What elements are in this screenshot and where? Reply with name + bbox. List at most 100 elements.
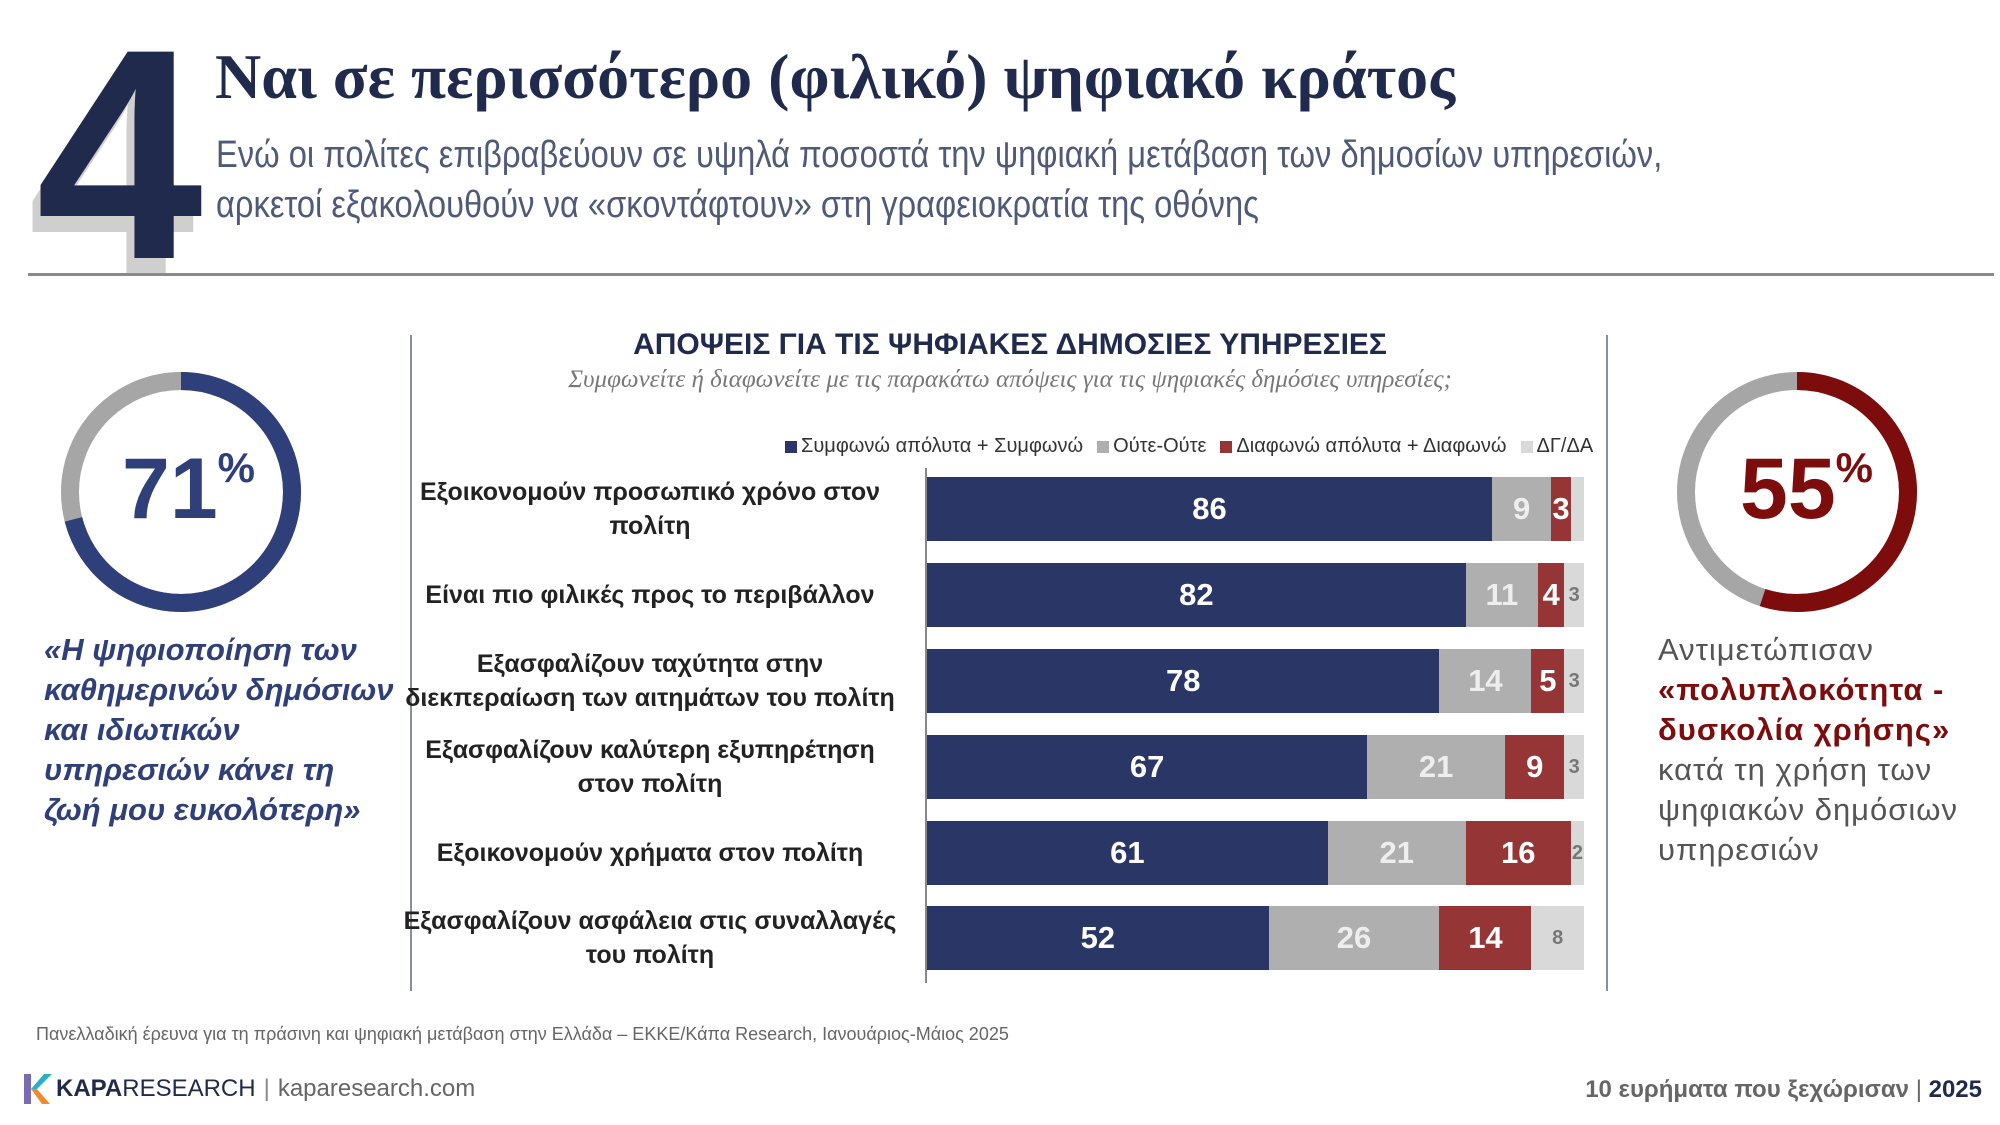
data-label: 21 <box>1379 835 1414 870</box>
data-label: 52 <box>1080 920 1116 955</box>
bar-segment: 4 <box>1538 563 1565 627</box>
bar-segment: 16 <box>1465 821 1571 885</box>
legend-label: Ούτε-Ούτε <box>1113 435 1207 457</box>
category-label: Εξοικονομούν χρήματα στον πολίτη <box>436 839 864 867</box>
bar-segment: 14 <box>1439 906 1532 970</box>
bar-segment: 9 <box>1492 477 1552 541</box>
category-label: Εξασφαλίζουν ταχύτητα στην διεκπεραίωση … <box>405 650 895 712</box>
footer-tagline: 10 ευρήματα που ξεχώρισαν | 2025 <box>1585 1076 1982 1103</box>
data-label: 61 <box>1110 835 1145 870</box>
legend-label: ΔΓ/ΔΑ <box>1536 435 1594 457</box>
page-subtitle: Ενώ οι πολίτες επιβραβεύουν σε υψηλά ποσ… <box>216 134 1663 226</box>
legend-item: ΔΓ/ΔΑ <box>1520 435 1594 458</box>
bar-segment: 3 <box>1564 649 1584 713</box>
data-label: 26 <box>1336 920 1372 955</box>
bar-segment: 86 <box>927 477 1493 541</box>
bar-segment: 52 <box>927 906 1269 970</box>
brand-bold: KAPA <box>56 1075 123 1102</box>
bar-segment: 21 <box>1367 735 1506 799</box>
year: 2025 <box>1928 1076 1982 1103</box>
bar-segment: 67 <box>927 735 1368 799</box>
bar-segment: 3 <box>1564 563 1584 627</box>
section-number: 4 <box>36 0 203 322</box>
header-divider <box>28 273 1994 276</box>
data-label: 5 <box>1539 663 1557 698</box>
bar-segment: 8 <box>1531 906 1584 970</box>
bar-segment: 82 <box>927 563 1466 627</box>
left-donut <box>61 372 301 612</box>
desc-before: Αντιμετώπισαν <box>1658 632 1874 667</box>
data-label: 3 <box>1568 755 1580 778</box>
right-divider <box>1606 335 1608 991</box>
page-title: Ναι σε περισσότερο (φιλικό) ψηφιακό κράτ… <box>215 41 1456 112</box>
legend-swatch <box>1520 440 1533 453</box>
data-label: 16 <box>1501 835 1536 870</box>
category-label: Είναι πιο φιλικές προς το περιβάλλον <box>425 581 875 609</box>
data-label: 4 <box>1542 577 1560 612</box>
bar-segment: 3 <box>1551 477 1571 541</box>
bar-segment <box>1570 477 1584 541</box>
legend-item: Διαφωνώ απόλυτα + Διαφωνώ <box>1220 435 1507 458</box>
brand-regular: RESEARCH <box>122 1075 256 1102</box>
chart-title: ΑΠΟΨΕΙΣ ΓΙΑ ΤΙΣ ΨΗΦΙΑΚΕΣ ΔΗΜΟΣΙΕΣ ΥΠΗΡΕΣ… <box>633 328 1387 361</box>
data-label: 8 <box>1552 926 1564 949</box>
data-label: 86 <box>1192 491 1227 526</box>
data-label: 9 <box>1512 491 1531 526</box>
left-quote: «Η ψηφιοποίηση των καθημερινών δημόσιων … <box>44 632 394 827</box>
kapa-k-icon <box>24 1074 52 1104</box>
bar-segment: 11 <box>1465 563 1538 627</box>
category-label: Εξασφαλίζουν καλύτερη εξυπηρέτηση στον π… <box>425 736 875 798</box>
bar-segment: 9 <box>1505 735 1565 799</box>
right-donut <box>1677 372 1917 612</box>
chart-axis <box>925 468 927 983</box>
donut-value-arc <box>61 372 301 612</box>
legend-label: Διαφωνώ απόλυτα + Διαφωνώ <box>1236 435 1507 457</box>
data-label: 82 <box>1179 577 1214 612</box>
data-label: 14 <box>1468 663 1503 698</box>
data-label: 3 <box>1568 583 1580 606</box>
donut-value-arc <box>1677 372 1917 612</box>
stat-number: 71 <box>122 441 218 537</box>
chart-legend: Συμφωνώ απόλυτα + Συμφωνώ Ούτε-Ούτε Διαφων… <box>785 435 1593 458</box>
legend-item: Ούτε-Ούτε <box>1097 435 1206 458</box>
legend-label: Συμφωνώ απόλυτα + Συμφωνώ <box>801 435 1084 457</box>
stat-unit: % <box>217 444 256 491</box>
bar-segment: 21 <box>1327 821 1466 885</box>
desc-highlight: «πολυπλοκότητα - δυσκολία χρήσης» <box>1658 672 1951 747</box>
stat-unit: % <box>1835 444 1874 491</box>
bar-segment: 78 <box>927 649 1440 713</box>
left-stat-value: 71% <box>122 440 255 539</box>
tagline: 10 ευρήματα που ξεχώρισαν <box>1585 1076 1910 1103</box>
bar-segment: 26 <box>1268 906 1440 970</box>
source-note: Πανελλαδική έρευνα για τη πράσινη και ψη… <box>36 1024 1009 1044</box>
category-label: Εξασφαλίζουν ασφάλεια στις συναλλαγές το… <box>403 907 897 969</box>
bar-segment: 5 <box>1531 649 1565 713</box>
data-label: 21 <box>1418 749 1454 784</box>
right-description: Αντιμετώπισαν «πολυπλοκότητα - δυσκολία χ… <box>1658 630 1998 870</box>
data-label: 2 <box>1571 841 1583 864</box>
legend-swatch <box>1220 440 1233 453</box>
stat-number: 55 <box>1740 441 1836 537</box>
data-label: 3 <box>1568 669 1580 692</box>
data-label: 14 <box>1468 920 1503 955</box>
legend-swatch <box>1097 440 1110 453</box>
separator: | <box>263 1075 270 1102</box>
brand-logo: KAPA RESEARCH | kaparesearch.com <box>22 1074 475 1104</box>
legend-swatch <box>785 440 797 453</box>
bar-segment: 14 <box>1439 649 1532 713</box>
data-label: 9 <box>1526 749 1544 784</box>
legend-item: Συμφωνώ απόλυτα + Συμφωνώ <box>785 435 1083 458</box>
category-label: Εξοικονομούν προσωπικό χρόνο στον πολίτη <box>419 478 881 540</box>
data-label: 11 <box>1485 577 1519 612</box>
data-label: 3 <box>1552 491 1570 526</box>
bar-segment: 3 <box>1564 735 1584 799</box>
bar-segment: 61 <box>927 821 1328 885</box>
data-label: 78 <box>1165 663 1201 698</box>
desc-after: κατά τη χρήση των ψηφιακών δημόσιων υπηρ… <box>1658 752 1959 867</box>
bar-segment: 2 <box>1570 821 1584 885</box>
chart-subtitle: Συμφωνείτε ή διαφωνείτε με τις παρακάτω … <box>568 366 1452 393</box>
website-link[interactable]: kaparesearch.com <box>277 1075 476 1102</box>
left-divider <box>410 335 412 991</box>
right-stat-value: 55% <box>1740 440 1873 539</box>
data-label: 67 <box>1129 749 1165 784</box>
